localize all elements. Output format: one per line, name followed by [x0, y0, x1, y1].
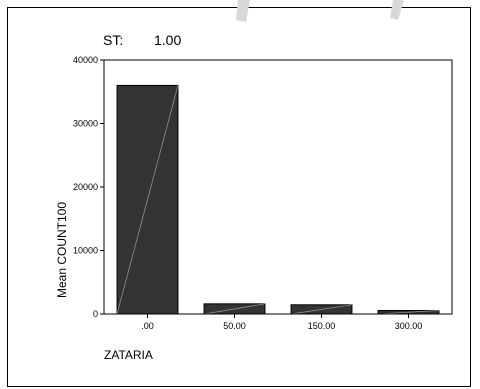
- x-tick-label: 50.00: [223, 321, 246, 331]
- x-axis-title: ZATARIA: [104, 348, 153, 362]
- bars: [116, 84, 440, 315]
- bar-diagonal: [378, 310, 439, 315]
- bar-diagonal: [203, 303, 266, 315]
- y-tick-label: 10000: [73, 246, 98, 256]
- x-axis-ticks: .00 50.00 150.00 300.00: [141, 314, 422, 331]
- y-tick-label: 30000: [73, 119, 98, 129]
- y-axis-ticks: 0 10000 20000 30000 40000: [73, 55, 104, 319]
- y-tick-label: 20000: [73, 182, 98, 192]
- chart-title-label: ST:: [103, 32, 123, 48]
- y-tick-label: 0: [93, 309, 98, 319]
- y-axis-title: Mean COUNT100: [55, 202, 69, 298]
- x-tick-label: 300.00: [395, 321, 423, 331]
- watermark-stroke-2: [390, 0, 404, 20]
- y-tick-label: 40000: [73, 55, 98, 65]
- watermark-marks: [236, 0, 404, 22]
- bar-diagonal: [116, 85, 179, 315]
- chart-title-value: 1.00: [154, 32, 181, 48]
- x-tick-label: 150.00: [308, 321, 336, 331]
- watermark-stroke-1: [236, 0, 250, 22]
- chart-frame: [7, 7, 471, 387]
- x-tick-label: .00: [141, 321, 154, 331]
- bar-diagonal: [290, 304, 353, 315]
- plot-area: [103, 59, 453, 315]
